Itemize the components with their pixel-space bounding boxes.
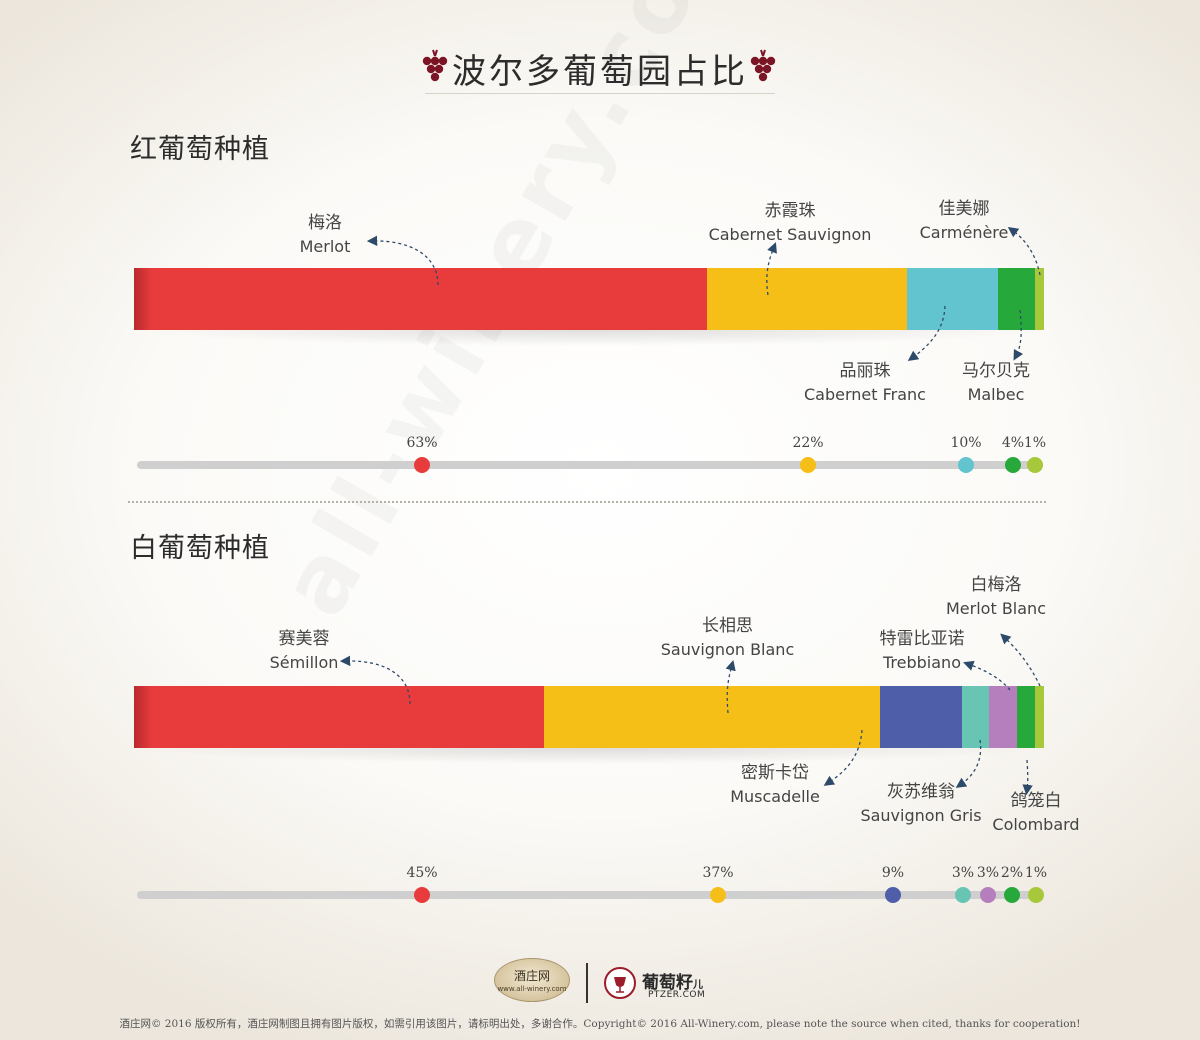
logo-url: www.all-winery.com	[497, 985, 567, 993]
label-cabernet-franc: 品丽珠 Cabernet Franc	[804, 361, 926, 404]
logo-text: 酒庄网	[513, 969, 550, 983]
bar-shadow	[134, 330, 1044, 346]
percent-label-merlot: 63%	[406, 435, 438, 451]
grape-icon	[422, 49, 448, 82]
bar-shadow	[134, 748, 1044, 764]
arrow-sauvignon-blanc	[725, 659, 736, 714]
label-trebbiano: 特雷比亚诺 Trebbiano	[879, 629, 965, 672]
label-semillon: 赛美蓉 Sémillon	[269, 629, 339, 672]
ptzer-logo-icon	[604, 967, 636, 999]
grape-icon	[750, 49, 776, 82]
arrow-malbec	[1013, 309, 1024, 361]
label-sauvignon-gris: 灰苏维翁 Sauvignon Gris	[860, 782, 982, 825]
label-merlot-blanc: 白梅洛 Merlot Blanc	[946, 575, 1046, 618]
label-muscadelle: 密斯卡岱 Muscadelle	[730, 763, 820, 806]
percent-label-trebbiano: 3%	[976, 865, 1000, 881]
percent-dot-sauvignon-gris	[955, 887, 971, 903]
ptzer-logo-url: PTZER.COM	[648, 990, 706, 1000]
percent-dot-trebbiano	[980, 887, 996, 903]
arrow-cabernet-franc	[907, 305, 946, 362]
bar-segment-cabernet-franc	[907, 268, 999, 330]
label-malbec: 马尔贝克 Malbec	[962, 361, 1030, 404]
percent-dot-semillon	[414, 887, 430, 903]
bar-segment-sauvignon-gris	[962, 686, 990, 748]
arrow-merlot-blanc	[1000, 633, 1041, 687]
bar-segment-merlot	[134, 268, 708, 330]
bar-segment-colombard	[1016, 686, 1035, 748]
label-cabernet-sauvignon: 赤霞珠 Cabernet Sauvignon	[708, 201, 872, 244]
percent-label-muscadelle: 9%	[881, 865, 905, 881]
percent-label-merlot-blanc: 1%	[1024, 865, 1048, 881]
all-winery-logo: 酒庄网 www.all-winery.com	[494, 958, 570, 1002]
bar-segment-sauvignon-blanc	[543, 686, 881, 748]
percent-dot-merlot-blanc	[1028, 887, 1044, 903]
arrow-carmenere	[1007, 226, 1041, 276]
percent-label-carmenere: 1%	[1023, 435, 1047, 451]
section-divider	[128, 501, 1046, 503]
label-sauvignon-blanc: 长相思 Sauvignon Blanc	[660, 616, 795, 659]
percent-label-cabernet-sauvignon: 22%	[792, 435, 824, 451]
arrow-muscadelle	[823, 729, 863, 786]
bar-segment-cabernet-sauvignon	[707, 268, 908, 330]
logo-separator	[586, 963, 588, 1003]
arrow-colombard	[1022, 759, 1033, 796]
percent-dot-sauvignon-blanc	[710, 887, 726, 903]
white-percent-track	[137, 891, 1043, 899]
wine-glass-icon	[614, 977, 626, 993]
bar-segment-muscadelle	[880, 686, 963, 748]
bar-segment-carmenere	[1034, 268, 1044, 330]
percent-dot-cabernet-franc	[958, 457, 974, 473]
white-stacked-bar	[134, 686, 1044, 748]
bar-segment-malbec	[998, 268, 1035, 330]
label-colombard: 鸽笼白 Colombard	[992, 791, 1080, 834]
arrow-merlot	[366, 235, 439, 286]
percent-label-malbec: 4%	[1001, 435, 1025, 451]
arrow-semillon	[339, 655, 411, 705]
red-stacked-bar	[134, 268, 1044, 330]
bar-segment-merlot-blanc	[1034, 686, 1044, 748]
percent-dot-malbec	[1005, 457, 1021, 473]
arrow-trebbiano	[963, 660, 1011, 691]
white-section-title: 白葡萄种植	[130, 533, 270, 564]
percent-label-sauvignon-gris: 3%	[951, 865, 975, 881]
percent-dot-cabernet-sauvignon	[800, 457, 816, 473]
percent-dot-colombard	[1004, 887, 1020, 903]
copyright-text: 酒庄网© 2016 版权所有，酒庄网制图且拥有图片版权，如需引用该图片，请标明出…	[119, 1018, 1081, 1030]
arrow-sauvignon-gris	[955, 739, 982, 788]
arrow-cabernet-sauvignon	[766, 242, 777, 296]
percent-label-cabernet-franc: 10%	[950, 435, 982, 451]
page-title: 波尔多葡萄园占比	[452, 52, 748, 92]
percent-label-colombard: 2%	[1000, 865, 1024, 881]
label-carmenere: 佳美娜 Carménère	[919, 199, 1009, 242]
bar-segment-trebbiano	[989, 686, 1017, 748]
percent-dot-muscadelle	[885, 887, 901, 903]
percent-label-semillon: 45%	[406, 865, 438, 881]
label-merlot: 梅洛 Merlot	[299, 213, 351, 256]
red-percent-track	[137, 461, 1043, 469]
title-underline	[425, 93, 775, 94]
ptzer-logo-name: 葡萄籽儿	[642, 973, 703, 993]
percent-dot-carmenere	[1027, 457, 1043, 473]
percent-dot-merlot	[414, 457, 430, 473]
red-section-title: 红葡萄种植	[130, 134, 270, 165]
page-header: 波尔多葡萄园占比	[0, 40, 1200, 100]
percent-label-sauvignon-blanc: 37%	[702, 865, 734, 881]
bar-segment-semillon	[134, 686, 544, 748]
